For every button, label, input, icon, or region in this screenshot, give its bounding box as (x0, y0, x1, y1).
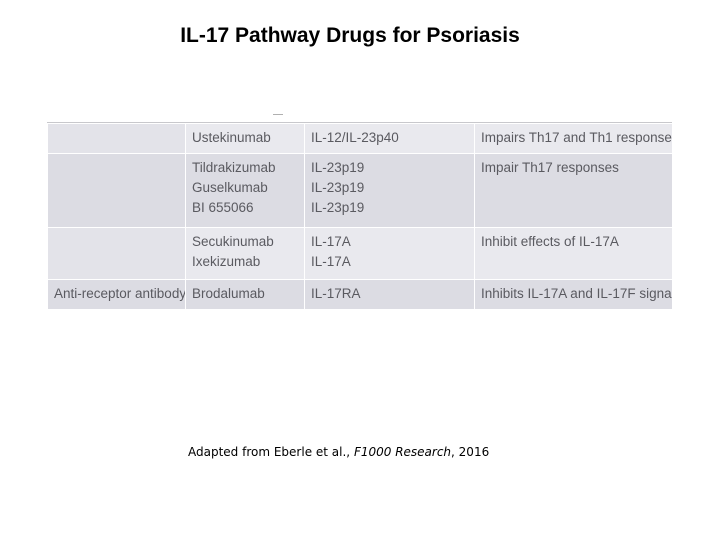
mechanism-cell: Impairs Th17 and Th1 responses (474, 123, 672, 154)
drug-name: Brodalumab (192, 286, 265, 301)
drug-name-cell: Brodalumab (185, 279, 305, 310)
drug-class-cell: Anti-receptor antibody (47, 279, 186, 310)
citation: Adapted from Eberle et al., F1000 Resear… (188, 445, 489, 459)
table-row: Tildrakizumab Guselkumab BI 655066 IL-23p19… (47, 153, 672, 228)
drug-name: Ustekinumab (192, 130, 271, 145)
drug-name-cell: Ustekinumab (185, 123, 305, 154)
slide-title: IL-17 Pathway Drugs for Psoriasis (180, 24, 520, 47)
table-row: Anti-receptor antibody Brodalumab IL-17RA I… (47, 279, 672, 310)
drug-name: Ixekizumab (192, 254, 261, 269)
drug-name: Guselkumab (192, 180, 268, 195)
target-cell: IL-17RA (304, 279, 475, 310)
citation-prefix: Adapted from Eberle et al., (188, 445, 354, 459)
target-cell: IL-12/IL-23p40 (304, 123, 475, 154)
table-row: Ustekinumab IL-12/IL-23p40 Impairs Th17 an… (47, 123, 672, 154)
drug-class-cell (47, 123, 186, 154)
drug-target: IL-23p19 (311, 160, 365, 175)
table-top-rule (47, 122, 672, 123)
drug-name: Secukinumab (192, 234, 274, 249)
mechanism-cell: Inhibit effects of IL-17A (474, 227, 672, 280)
drug-target: IL-23p19 (311, 180, 365, 195)
drug-target: IL-23p19 (311, 200, 365, 215)
table-row: Secukinumab Ixekizumab IL-17A IL-17A Inhibit… (47, 227, 672, 280)
cropped-text-fragment (273, 110, 283, 115)
target-cell: IL-23p19 IL-23p19 IL-23p19 (304, 153, 475, 228)
drug-table-body: Ustekinumab IL-12/IL-23p40 Impairs Th17 an… (47, 123, 672, 310)
cropped-table-header-strip (47, 110, 672, 122)
mechanism-cell: Inhibits IL-17A and IL-17F signaling (474, 279, 672, 310)
drug-target: IL-17A (311, 234, 351, 249)
drug-name-cell: Secukinumab Ixekizumab (185, 227, 305, 280)
drug-name-cell: Tildrakizumab Guselkumab BI 655066 (185, 153, 305, 228)
drug-class-cell (47, 227, 186, 280)
drug-name: BI 655066 (192, 200, 254, 215)
citation-journal: F1000 Research (353, 445, 452, 459)
citation-suffix: , 2016 (451, 445, 490, 459)
drug-class-cell (47, 153, 186, 228)
drug-table-image: Ustekinumab IL-12/IL-23p40 Impairs Th17 an… (47, 110, 672, 315)
drug-table: Ustekinumab IL-12/IL-23p40 Impairs Th17 an… (47, 123, 672, 310)
drug-target: IL-12/IL-23p40 (311, 130, 399, 145)
mechanism-cell: Impair Th17 responses (474, 153, 672, 228)
drug-name: Tildrakizumab (192, 160, 276, 175)
drug-target: IL-17A (311, 254, 351, 269)
drug-target: IL-17RA (311, 286, 361, 301)
target-cell: IL-17A IL-17A (304, 227, 475, 280)
